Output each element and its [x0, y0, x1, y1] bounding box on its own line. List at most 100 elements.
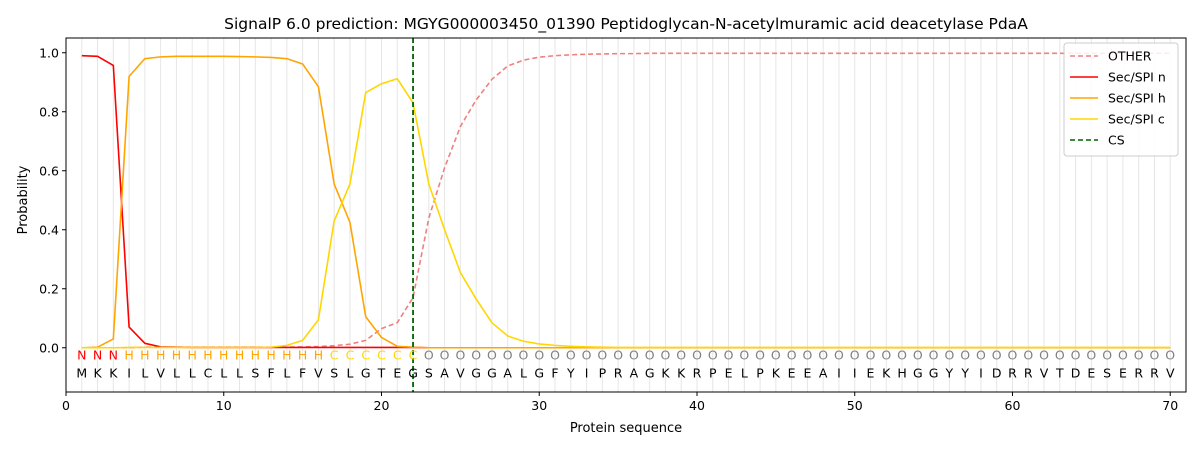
residue-letter: M	[76, 365, 87, 380]
residue-letter: A	[503, 365, 512, 380]
residue-letter: F	[267, 365, 274, 380]
residue-letter: E	[803, 365, 811, 380]
residue-letter: G	[487, 365, 497, 380]
residue-letter: F	[551, 365, 558, 380]
x-tick-label: 30	[531, 398, 547, 413]
region-label: O	[613, 348, 623, 363]
y-tick-label: 0.4	[39, 222, 59, 237]
residue-letter: Y	[945, 365, 954, 380]
region-label: O	[1118, 348, 1128, 363]
residue-letter: V	[156, 365, 165, 380]
region-label: O	[629, 348, 639, 363]
y-tick-label: 0.6	[39, 163, 59, 178]
chart-title: SignalP 6.0 prediction: MGYG000003450_01…	[224, 15, 1028, 34]
residue-letter: A	[440, 365, 449, 380]
residue-letter: L	[220, 365, 227, 380]
region-label: O	[519, 348, 529, 363]
legend: OTHER Sec/SPI n Sec/SPI h Sec/SPI c CS	[1063, 42, 1179, 157]
region-label: O	[818, 348, 828, 363]
residue-letter: G	[913, 365, 923, 380]
residue-letter: L	[189, 365, 196, 380]
residue-letter: R	[693, 365, 702, 380]
residue-letter: V	[1040, 365, 1049, 380]
residue-letter: I	[837, 365, 841, 380]
region-label: H	[282, 348, 291, 363]
region-label: C	[409, 348, 418, 363]
residue-letter: E	[725, 365, 733, 380]
region-label: O	[534, 348, 544, 363]
region-label: O	[1134, 348, 1144, 363]
legend-box	[1063, 42, 1179, 157]
residue-letter: S	[1103, 365, 1111, 380]
x-tick-label: 40	[689, 398, 705, 413]
y-tick-label: 0.0	[39, 340, 59, 355]
region-label: O	[960, 348, 970, 363]
region-label: H	[235, 348, 244, 363]
region-label: O	[739, 348, 749, 363]
region-label: O	[550, 348, 560, 363]
region-label: C	[346, 348, 355, 363]
region-label: O	[661, 348, 671, 363]
x-tick-label: 20	[374, 398, 390, 413]
residue-letter: D	[992, 365, 1002, 380]
region-label: O	[881, 348, 891, 363]
x-tick-label: 60	[1005, 398, 1021, 413]
region-label: O	[913, 348, 923, 363]
y-tick-label: 0.8	[39, 104, 59, 119]
residue-letter: F	[299, 365, 306, 380]
region-label: N	[109, 348, 118, 363]
series-line-sec-spi-c	[81, 77, 1171, 349]
residue-letter: G	[408, 365, 418, 380]
region-label: O	[597, 348, 607, 363]
residue-letter: E	[1119, 365, 1127, 380]
region-label: O	[866, 348, 876, 363]
residue-letter: P	[709, 365, 717, 380]
region-label: O	[1055, 348, 1065, 363]
residue-letter: L	[520, 365, 527, 380]
region-label: O	[1023, 348, 1033, 363]
region-label: C	[330, 348, 339, 363]
region-label: O	[850, 348, 860, 363]
residue-letter: E	[788, 365, 796, 380]
region-label: O	[471, 348, 481, 363]
region-label: C	[361, 348, 370, 363]
residue-letter: L	[283, 365, 290, 380]
residue-letter: R	[614, 365, 623, 380]
residue-letter: I	[585, 365, 589, 380]
region-label: H	[314, 348, 323, 363]
residue-letter: L	[346, 365, 353, 380]
residue-letter: R	[1024, 365, 1033, 380]
residue-letter: K	[677, 365, 686, 380]
region-label: H	[266, 348, 275, 363]
region-label: O	[566, 348, 576, 363]
region-label: N	[93, 348, 102, 363]
region-label: O	[834, 348, 844, 363]
residue-letter: G	[929, 365, 939, 380]
region-label: O	[455, 348, 465, 363]
region-label: O	[503, 348, 513, 363]
residue-letter: T	[1055, 365, 1064, 380]
region-label: O	[440, 348, 450, 363]
legend-label: Sec/SPI h	[1108, 91, 1166, 106]
region-label: H	[140, 348, 149, 363]
residue-letter: P	[756, 365, 764, 380]
region-label: O	[944, 348, 954, 363]
x-tick-label: 10	[216, 398, 232, 413]
residue-letter: V	[456, 365, 465, 380]
residue-letter: H	[897, 365, 906, 380]
region-label: O	[1008, 348, 1018, 363]
x-tick-label: 50	[847, 398, 863, 413]
region-label: H	[203, 348, 212, 363]
residue-letter: G	[534, 365, 544, 380]
residue-letter: C	[204, 365, 213, 380]
residue-letter: E	[867, 365, 875, 380]
region-label: H	[124, 348, 133, 363]
region-label: H	[219, 348, 228, 363]
region-label: O	[645, 348, 655, 363]
axes-frame	[65, 37, 1187, 393]
region-label: O	[897, 348, 907, 363]
region-label: H	[251, 348, 260, 363]
region-label: O	[724, 348, 734, 363]
series-line-sec-spi-h	[81, 55, 1171, 349]
